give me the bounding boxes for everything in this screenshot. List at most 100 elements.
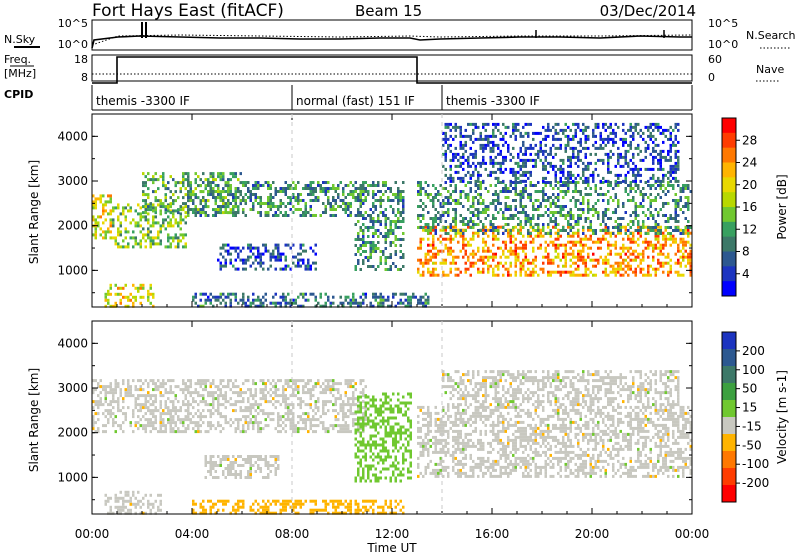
- data-cell: [537, 247, 540, 250]
- data-cell: [435, 220, 438, 223]
- data-cell: [585, 141, 588, 144]
- data-cell: [285, 205, 288, 208]
- data-cell: [272, 385, 275, 388]
- data-cell: [245, 199, 248, 202]
- data-cell: [545, 135, 548, 138]
- data-cell: [340, 427, 343, 430]
- cpid-label: CPID: [4, 88, 33, 101]
- data-cell: [445, 174, 448, 177]
- data-cell: [652, 150, 655, 153]
- data-cell: [245, 430, 248, 433]
- data-cell: [565, 129, 568, 132]
- data-cell: [232, 467, 235, 470]
- freq-right-tick-top: 60: [708, 53, 722, 66]
- data-cell: [525, 180, 528, 183]
- data-cell: [432, 217, 435, 220]
- data-cell: [235, 403, 238, 406]
- data-cell: [522, 174, 525, 177]
- data-cell: [260, 259, 263, 262]
- data-cell: [122, 397, 125, 400]
- data-cell: [310, 181, 313, 184]
- data-cell: [662, 247, 665, 250]
- data-cell: [210, 461, 213, 464]
- data-cell: [545, 256, 548, 259]
- data-cell: [650, 214, 653, 217]
- data-cell: [102, 194, 105, 197]
- data-cell: [657, 123, 660, 126]
- data-cell: [225, 259, 228, 262]
- data-cell: [150, 418, 153, 421]
- data-cell: [317, 409, 320, 412]
- data-cell: [472, 265, 475, 268]
- data-cell: [132, 379, 135, 382]
- data-cell: [670, 147, 673, 150]
- data-cell: [327, 187, 330, 190]
- data-cell: [515, 190, 518, 193]
- data-cell: [582, 199, 585, 202]
- data-cell: [672, 177, 675, 180]
- data-cell: [562, 253, 565, 256]
- data-cell: [145, 211, 148, 214]
- data-cell: [135, 296, 138, 299]
- data-cell: [122, 287, 125, 290]
- data-cell: [602, 123, 605, 126]
- data-cell: [510, 238, 513, 241]
- data-cell: [322, 406, 325, 409]
- data-cell: [457, 199, 460, 202]
- freq-label-2: [MHz]: [4, 67, 36, 80]
- data-cell: [170, 218, 173, 221]
- data-cell: [587, 253, 590, 256]
- data-cell: [577, 199, 580, 202]
- data-cell: [645, 150, 648, 153]
- data-cell: [527, 268, 530, 271]
- data-cell: [182, 202, 185, 205]
- data-cell: [310, 424, 313, 427]
- data-cell: [470, 153, 473, 156]
- data-cell: [420, 187, 423, 190]
- data-cell: [477, 217, 480, 220]
- data-cell: [510, 135, 513, 138]
- data-cell: [282, 391, 285, 394]
- data-cell: [390, 223, 393, 226]
- data-cell: [662, 232, 665, 235]
- data-cell: [657, 235, 660, 238]
- data-cell: [270, 388, 273, 391]
- data-cell: [500, 153, 503, 156]
- data-cell: [205, 293, 208, 296]
- data-cell: [450, 184, 453, 187]
- data-cell: [182, 233, 185, 236]
- noise-right-tick-bottom: 10^0: [708, 38, 738, 51]
- data-cell: [615, 253, 618, 256]
- data-cell: [647, 208, 650, 211]
- data-cell: [165, 205, 168, 208]
- data-cell: [685, 205, 688, 208]
- data-cell: [540, 214, 543, 217]
- data-cell: [187, 412, 190, 415]
- data-cell: [115, 385, 118, 388]
- data-cell: [520, 150, 523, 153]
- data-cell: [470, 177, 473, 180]
- data-cell: [210, 455, 213, 458]
- data-cell: [145, 218, 148, 221]
- data-cell: [345, 424, 348, 427]
- data-cell: [195, 193, 198, 196]
- data-cell: [227, 473, 230, 476]
- data-cell: [305, 187, 308, 190]
- data-cell: [620, 256, 623, 259]
- data-cell: [482, 211, 485, 214]
- data-cell: [255, 199, 258, 202]
- data-cell: [515, 180, 518, 183]
- data-cell: [297, 199, 300, 202]
- data-cell: [120, 224, 123, 227]
- data-cell: [352, 296, 355, 299]
- data-cell: [510, 184, 513, 187]
- data-cell: [262, 388, 265, 391]
- data-cell: [502, 265, 505, 268]
- data-cell: [490, 141, 493, 144]
- data-cell: [672, 144, 675, 147]
- data-cell: [222, 473, 225, 476]
- data-cell: [660, 156, 663, 159]
- data-cell: [640, 205, 643, 208]
- data-cell: [365, 241, 368, 244]
- data-cell: [272, 256, 275, 259]
